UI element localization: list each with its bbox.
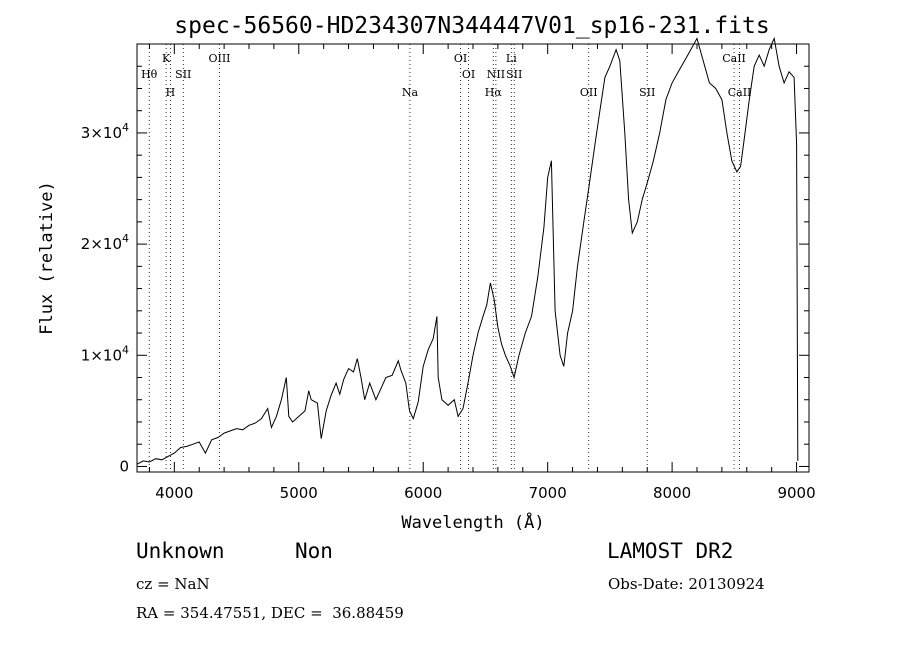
spectral-line-label: Hα: [485, 86, 503, 99]
spectral-line-label: Li: [506, 52, 517, 65]
x-tick-label: 8000: [653, 484, 691, 502]
x-tick-label: 6000: [404, 484, 442, 502]
spectral-line-label: Hθ: [141, 68, 158, 81]
spectral-line-label: OI: [462, 68, 475, 81]
spectral-line-label: Na: [402, 86, 419, 99]
plot-frame: [136, 43, 810, 473]
y-tick-label: 0: [119, 457, 129, 475]
coordinates-info: RA = 354.47551, DEC = 36.88459: [136, 604, 404, 622]
object-subclass: Non: [295, 539, 333, 563]
survey-name: LAMOST DR2: [607, 539, 734, 563]
x-tick-label: 9000: [777, 484, 815, 502]
spectral-line-label: CaII: [722, 52, 746, 65]
spectral-line-label: OII: [580, 86, 598, 99]
object-class: Unknown: [136, 539, 225, 563]
spectral-line-markers: [148, 44, 740, 472]
spectrum-line: [136, 36, 799, 465]
x-tick-label: 4000: [155, 484, 193, 502]
y-tick-label: 3×104: [81, 121, 129, 142]
spectral-line-label: SII: [506, 68, 522, 81]
redshift-info: cz = NaN: [136, 575, 210, 593]
spectral-line-label: SII: [639, 86, 655, 99]
spectral-line-label: H: [166, 86, 176, 99]
x-tick-label: 5000: [280, 484, 318, 502]
y-axis-title: Flux (relative): [37, 181, 57, 335]
observation-date: Obs-Date: 20130924: [608, 575, 765, 593]
x-tick-label: 7000: [529, 484, 567, 502]
spectral-line-label: K: [162, 52, 171, 65]
y-tick-label: 1×104: [81, 343, 129, 364]
spectral-line-label: NII: [487, 68, 505, 81]
chart-title: spec-56560-HD234307N344447V01_sp16-231.f…: [174, 13, 769, 39]
spectral-line-label: SII: [175, 68, 191, 81]
spectral-line-label: OIII: [208, 52, 230, 65]
spectral-line-label: OI: [454, 52, 467, 65]
y-tick-label: 2×104: [81, 232, 129, 253]
spectral-line-label: CaII: [728, 86, 752, 99]
x-axis-ticks: 4000 5000 6000 7000 8000 9000: [148, 44, 816, 502]
x-axis-title: Wavelength (Å): [401, 511, 544, 533]
y-axis-ticks: 0 1×104 2×104 3×104: [81, 65, 809, 475]
